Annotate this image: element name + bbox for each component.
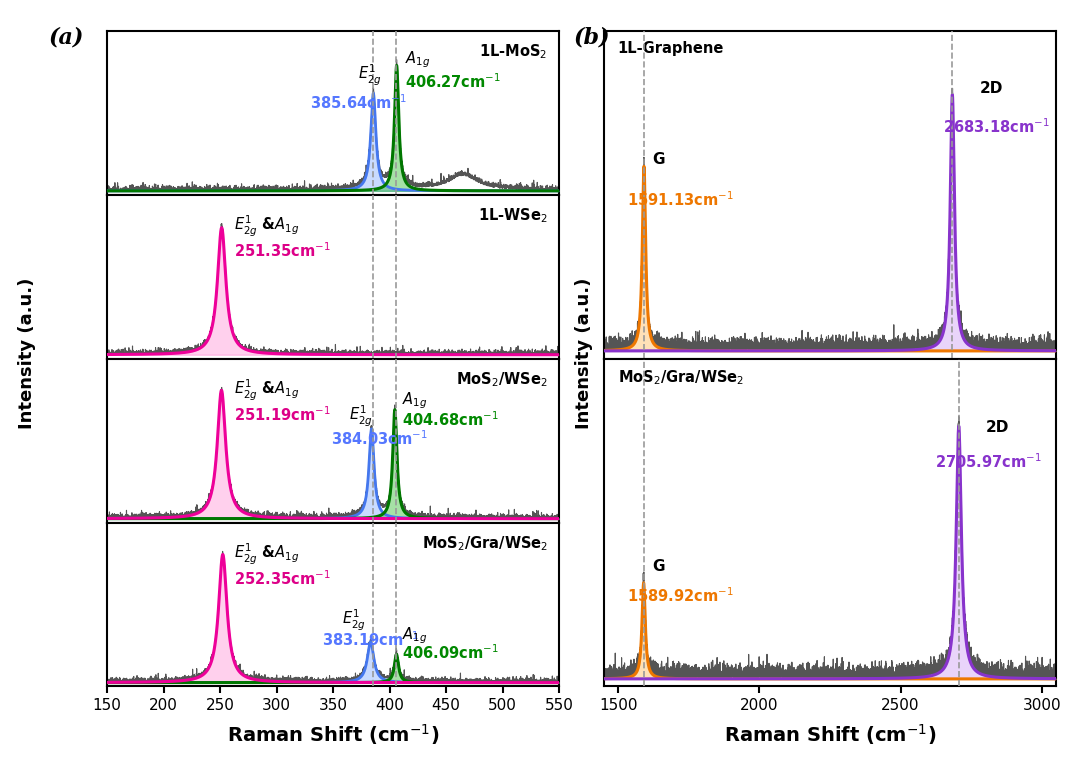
Text: 1591.13cm$^{-1}$: 1591.13cm$^{-1}$ <box>627 190 733 209</box>
Text: $E^1_{2g}$ &$A_{1g}$: $E^1_{2g}$ &$A_{1g}$ <box>234 378 299 403</box>
Text: $A_{1g}$: $A_{1g}$ <box>405 49 431 70</box>
Text: Intensity (a.u.): Intensity (a.u.) <box>576 277 593 429</box>
Text: 383.19cm$^{-1}$: 383.19cm$^{-1}$ <box>322 630 418 649</box>
X-axis label: Raman Shift (cm$^{-1}$): Raman Shift (cm$^{-1}$) <box>227 722 440 746</box>
Text: $E^1_{2g}$: $E^1_{2g}$ <box>348 404 373 430</box>
X-axis label: Raman Shift (cm$^{-1}$): Raman Shift (cm$^{-1}$) <box>724 722 936 746</box>
Text: $E^1_{2g}$ &$A_{1g}$: $E^1_{2g}$ &$A_{1g}$ <box>234 214 299 239</box>
Text: 1L-WSe$_2$: 1L-WSe$_2$ <box>478 206 548 225</box>
Text: 251.19cm$^{-1}$: 251.19cm$^{-1}$ <box>234 406 330 424</box>
Text: G: G <box>652 152 665 167</box>
Text: MoS$_2$/WSe$_2$: MoS$_2$/WSe$_2$ <box>456 370 548 389</box>
Text: 2D: 2D <box>985 420 1009 435</box>
Text: 2D: 2D <box>980 81 1003 97</box>
Text: MoS$_2$/Gra/WSe$_2$: MoS$_2$/Gra/WSe$_2$ <box>617 368 744 387</box>
Text: $A_{1g}$: $A_{1g}$ <box>402 390 428 411</box>
Text: Intensity (a.u.): Intensity (a.u.) <box>18 277 35 429</box>
Text: 406.09cm$^{-1}$: 406.09cm$^{-1}$ <box>402 643 498 662</box>
Text: $A_{1g}$: $A_{1g}$ <box>402 625 428 646</box>
Text: 406.27cm$^{-1}$: 406.27cm$^{-1}$ <box>405 72 502 91</box>
Text: 2683.18cm$^{-1}$: 2683.18cm$^{-1}$ <box>943 117 1049 136</box>
Text: MoS$_2$/Gra/WSe$_2$: MoS$_2$/Gra/WSe$_2$ <box>421 534 548 553</box>
Text: 384.03cm$^{-1}$: 384.03cm$^{-1}$ <box>331 429 428 448</box>
Text: 1L-Graphene: 1L-Graphene <box>617 41 724 55</box>
Text: 1L-MoS$_2$: 1L-MoS$_2$ <box>479 42 548 61</box>
Text: (b): (b) <box>574 27 610 49</box>
Text: 385.64cm$^{-1}$: 385.64cm$^{-1}$ <box>311 94 407 112</box>
Text: 1589.92cm$^{-1}$: 1589.92cm$^{-1}$ <box>627 587 733 605</box>
Text: $E^1_{2g}$: $E^1_{2g}$ <box>342 607 366 633</box>
Text: 2705.97cm$^{-1}$: 2705.97cm$^{-1}$ <box>935 453 1041 472</box>
Text: $E^1_{2g}$ &$A_{1g}$: $E^1_{2g}$ &$A_{1g}$ <box>234 542 299 567</box>
Text: G: G <box>652 559 665 574</box>
Text: 251.35cm$^{-1}$: 251.35cm$^{-1}$ <box>234 242 330 260</box>
Text: 252.35cm$^{-1}$: 252.35cm$^{-1}$ <box>234 569 330 588</box>
Text: (a): (a) <box>48 27 84 49</box>
Text: $E^1_{2g}$: $E^1_{2g}$ <box>358 64 382 88</box>
Text: 404.68cm$^{-1}$: 404.68cm$^{-1}$ <box>402 411 498 430</box>
